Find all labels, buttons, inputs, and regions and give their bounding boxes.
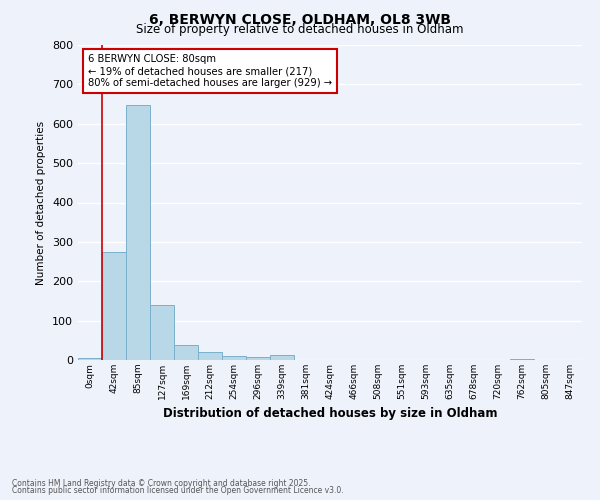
Bar [174, 346, 198, 360]
Text: Contains HM Land Registry data © Crown copyright and database right 2025.: Contains HM Land Registry data © Crown c… [12, 478, 311, 488]
Text: Size of property relative to detached houses in Oldham: Size of property relative to detached ho… [136, 22, 464, 36]
Text: 6, BERWYN CLOSE, OLDHAM, OL8 3WB: 6, BERWYN CLOSE, OLDHAM, OL8 3WB [149, 12, 451, 26]
Bar [102, 252, 126, 360]
Bar [78, 358, 102, 360]
Bar [246, 357, 270, 360]
Bar [126, 105, 150, 360]
X-axis label: Distribution of detached houses by size in Oldham: Distribution of detached houses by size … [163, 408, 497, 420]
Bar [198, 352, 222, 360]
Y-axis label: Number of detached properties: Number of detached properties [37, 120, 46, 284]
Bar [270, 356, 294, 360]
Text: 6 BERWYN CLOSE: 80sqm
← 19% of detached houses are smaller (217)
80% of semi-det: 6 BERWYN CLOSE: 80sqm ← 19% of detached … [88, 54, 332, 88]
Bar [150, 305, 174, 360]
Text: Contains public sector information licensed under the Open Government Licence v3: Contains public sector information licen… [12, 486, 344, 495]
Bar [222, 356, 246, 360]
Bar [510, 359, 534, 360]
